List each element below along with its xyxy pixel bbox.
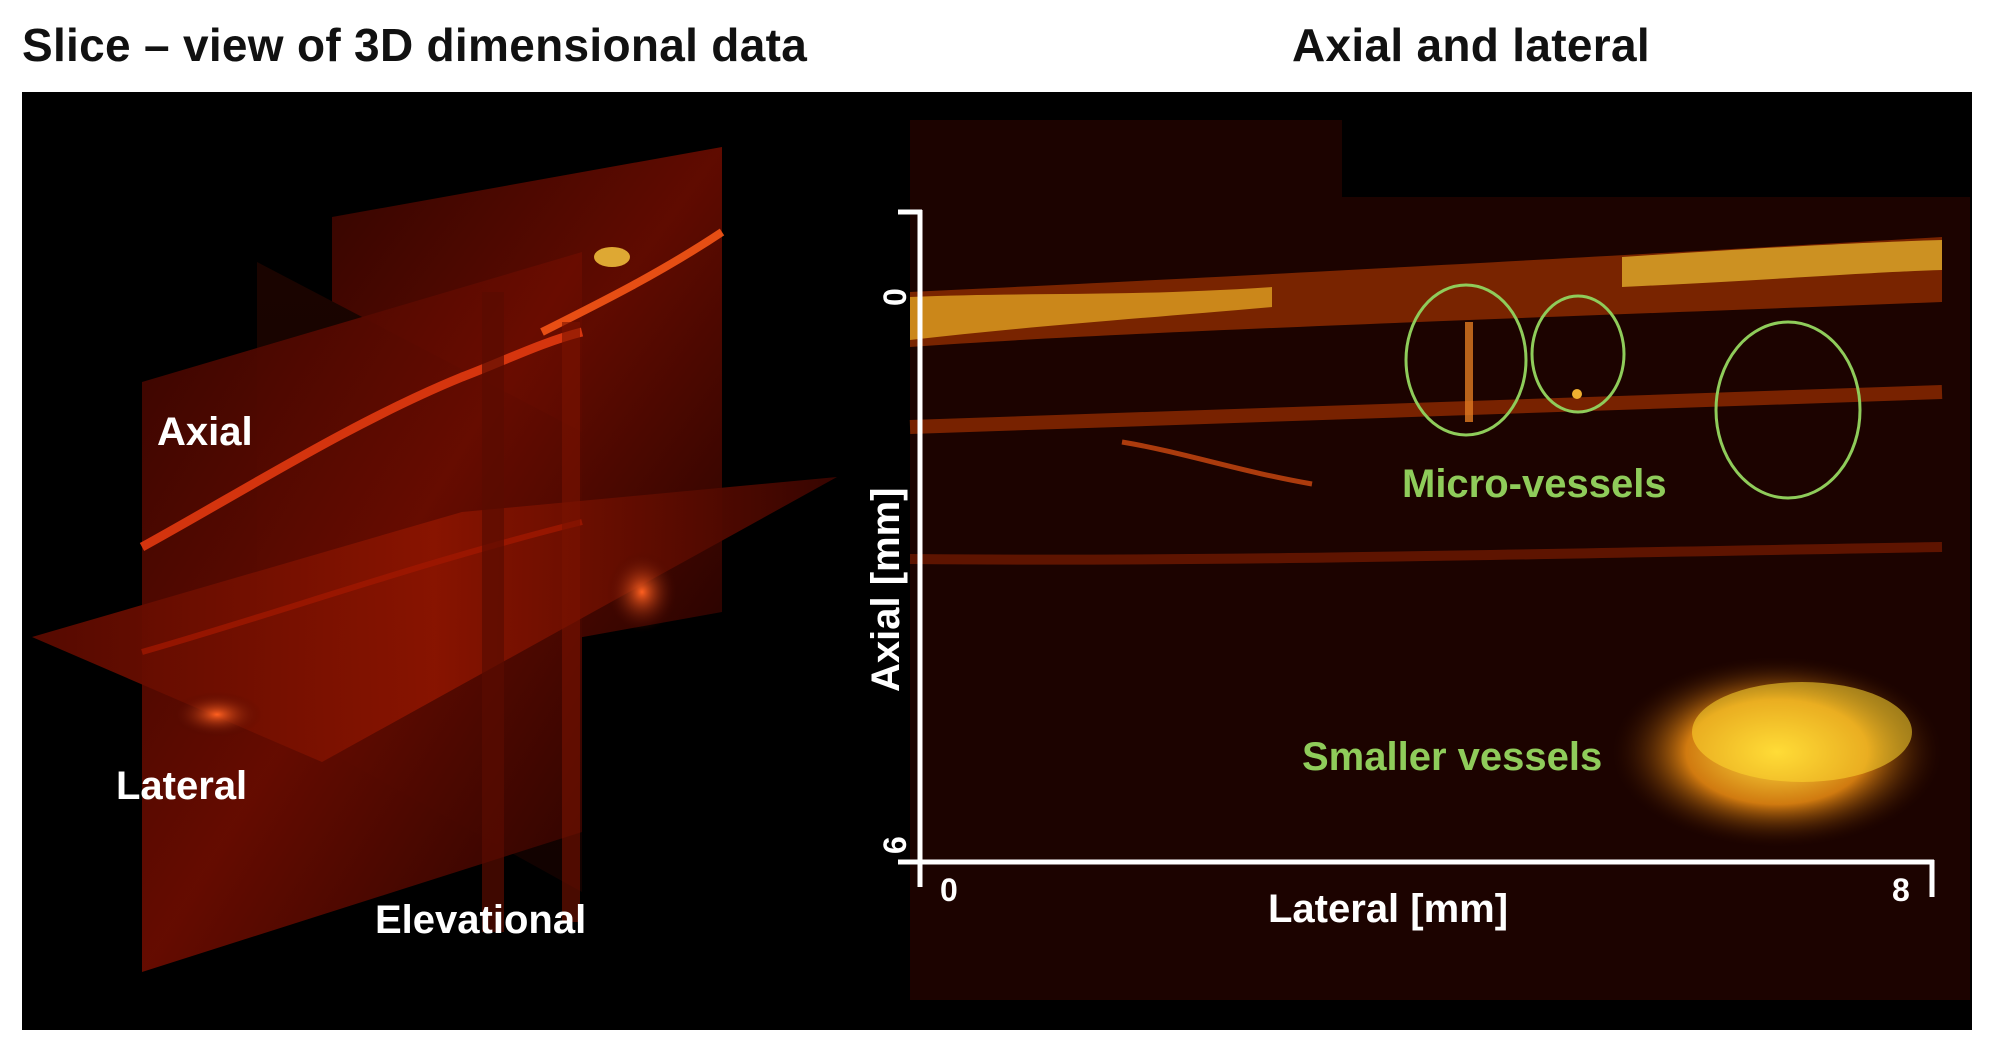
mid-tissue-band — [909, 385, 1943, 434]
upper-tissue-bright — [910, 287, 1272, 340]
tissue-band-back — [540, 228, 725, 336]
lateral-slice-plane — [32, 477, 837, 762]
elevational-slice-label: Elevational — [375, 898, 587, 942]
axial-slice-label: Axial — [157, 410, 253, 454]
hot-spot — [172, 692, 262, 737]
y-axis-tick-max: 6 — [877, 836, 913, 854]
micro-vessel-circle-2 — [1530, 294, 1626, 414]
mid-oblique-band — [1121, 439, 1313, 487]
bmode-image — [898, 92, 1972, 1000]
micro-vessel-streak — [1465, 322, 1473, 422]
image-panel: Axial Lateral Elevational Micro-vessels … — [22, 92, 1972, 1030]
micro-vessel-circle-3 — [1714, 320, 1862, 500]
upper-tissue-bright-right — [1622, 240, 1942, 287]
lower-tissue-band — [909, 542, 1943, 565]
smaller-vessels-core — [1692, 682, 1912, 782]
micro-vessel-dot — [1572, 389, 1582, 399]
tissue-band-lower — [141, 519, 583, 655]
tissue-band-front — [139, 327, 584, 551]
x-axis-label: Lateral [mm] — [1268, 887, 1509, 931]
y-axis-label: Axial [mm] — [864, 487, 908, 693]
smaller-vessels-label: Smaller vessels — [1302, 735, 1603, 779]
y-axis-tick-min: 0 — [877, 288, 913, 306]
x-axis-tick-min: 0 — [940, 872, 958, 908]
lateral-slice-label: Lateral — [116, 764, 248, 808]
right-panel-title: Axial and lateral — [1292, 19, 1650, 71]
left-panel-title: Slice – view of 3D dimensional data — [22, 19, 808, 71]
x-axis-tick-max: 8 — [1892, 872, 1910, 908]
intersection-strip — [482, 292, 504, 932]
hot-spot-2 — [607, 552, 677, 632]
micro-vessels-label: Micro-vessels — [1402, 462, 1667, 506]
micro-vessel-circle-1 — [1404, 283, 1528, 437]
intersection-strip-2 — [562, 322, 580, 922]
bmode-top-dark — [1342, 92, 1972, 197]
hot-spot-3 — [594, 247, 630, 267]
ultrasound-figure — [32, 92, 1972, 1000]
volume-slices — [32, 147, 837, 972]
